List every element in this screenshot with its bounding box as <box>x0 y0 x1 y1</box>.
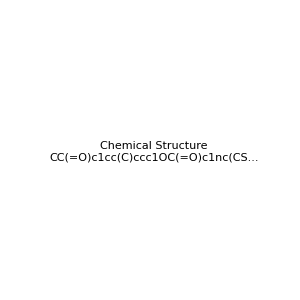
Text: Chemical Structure
CC(=O)c1cc(C)ccc1OC(=O)c1nc(CS...: Chemical Structure CC(=O)c1cc(C)ccc1OC(=… <box>49 141 259 162</box>
